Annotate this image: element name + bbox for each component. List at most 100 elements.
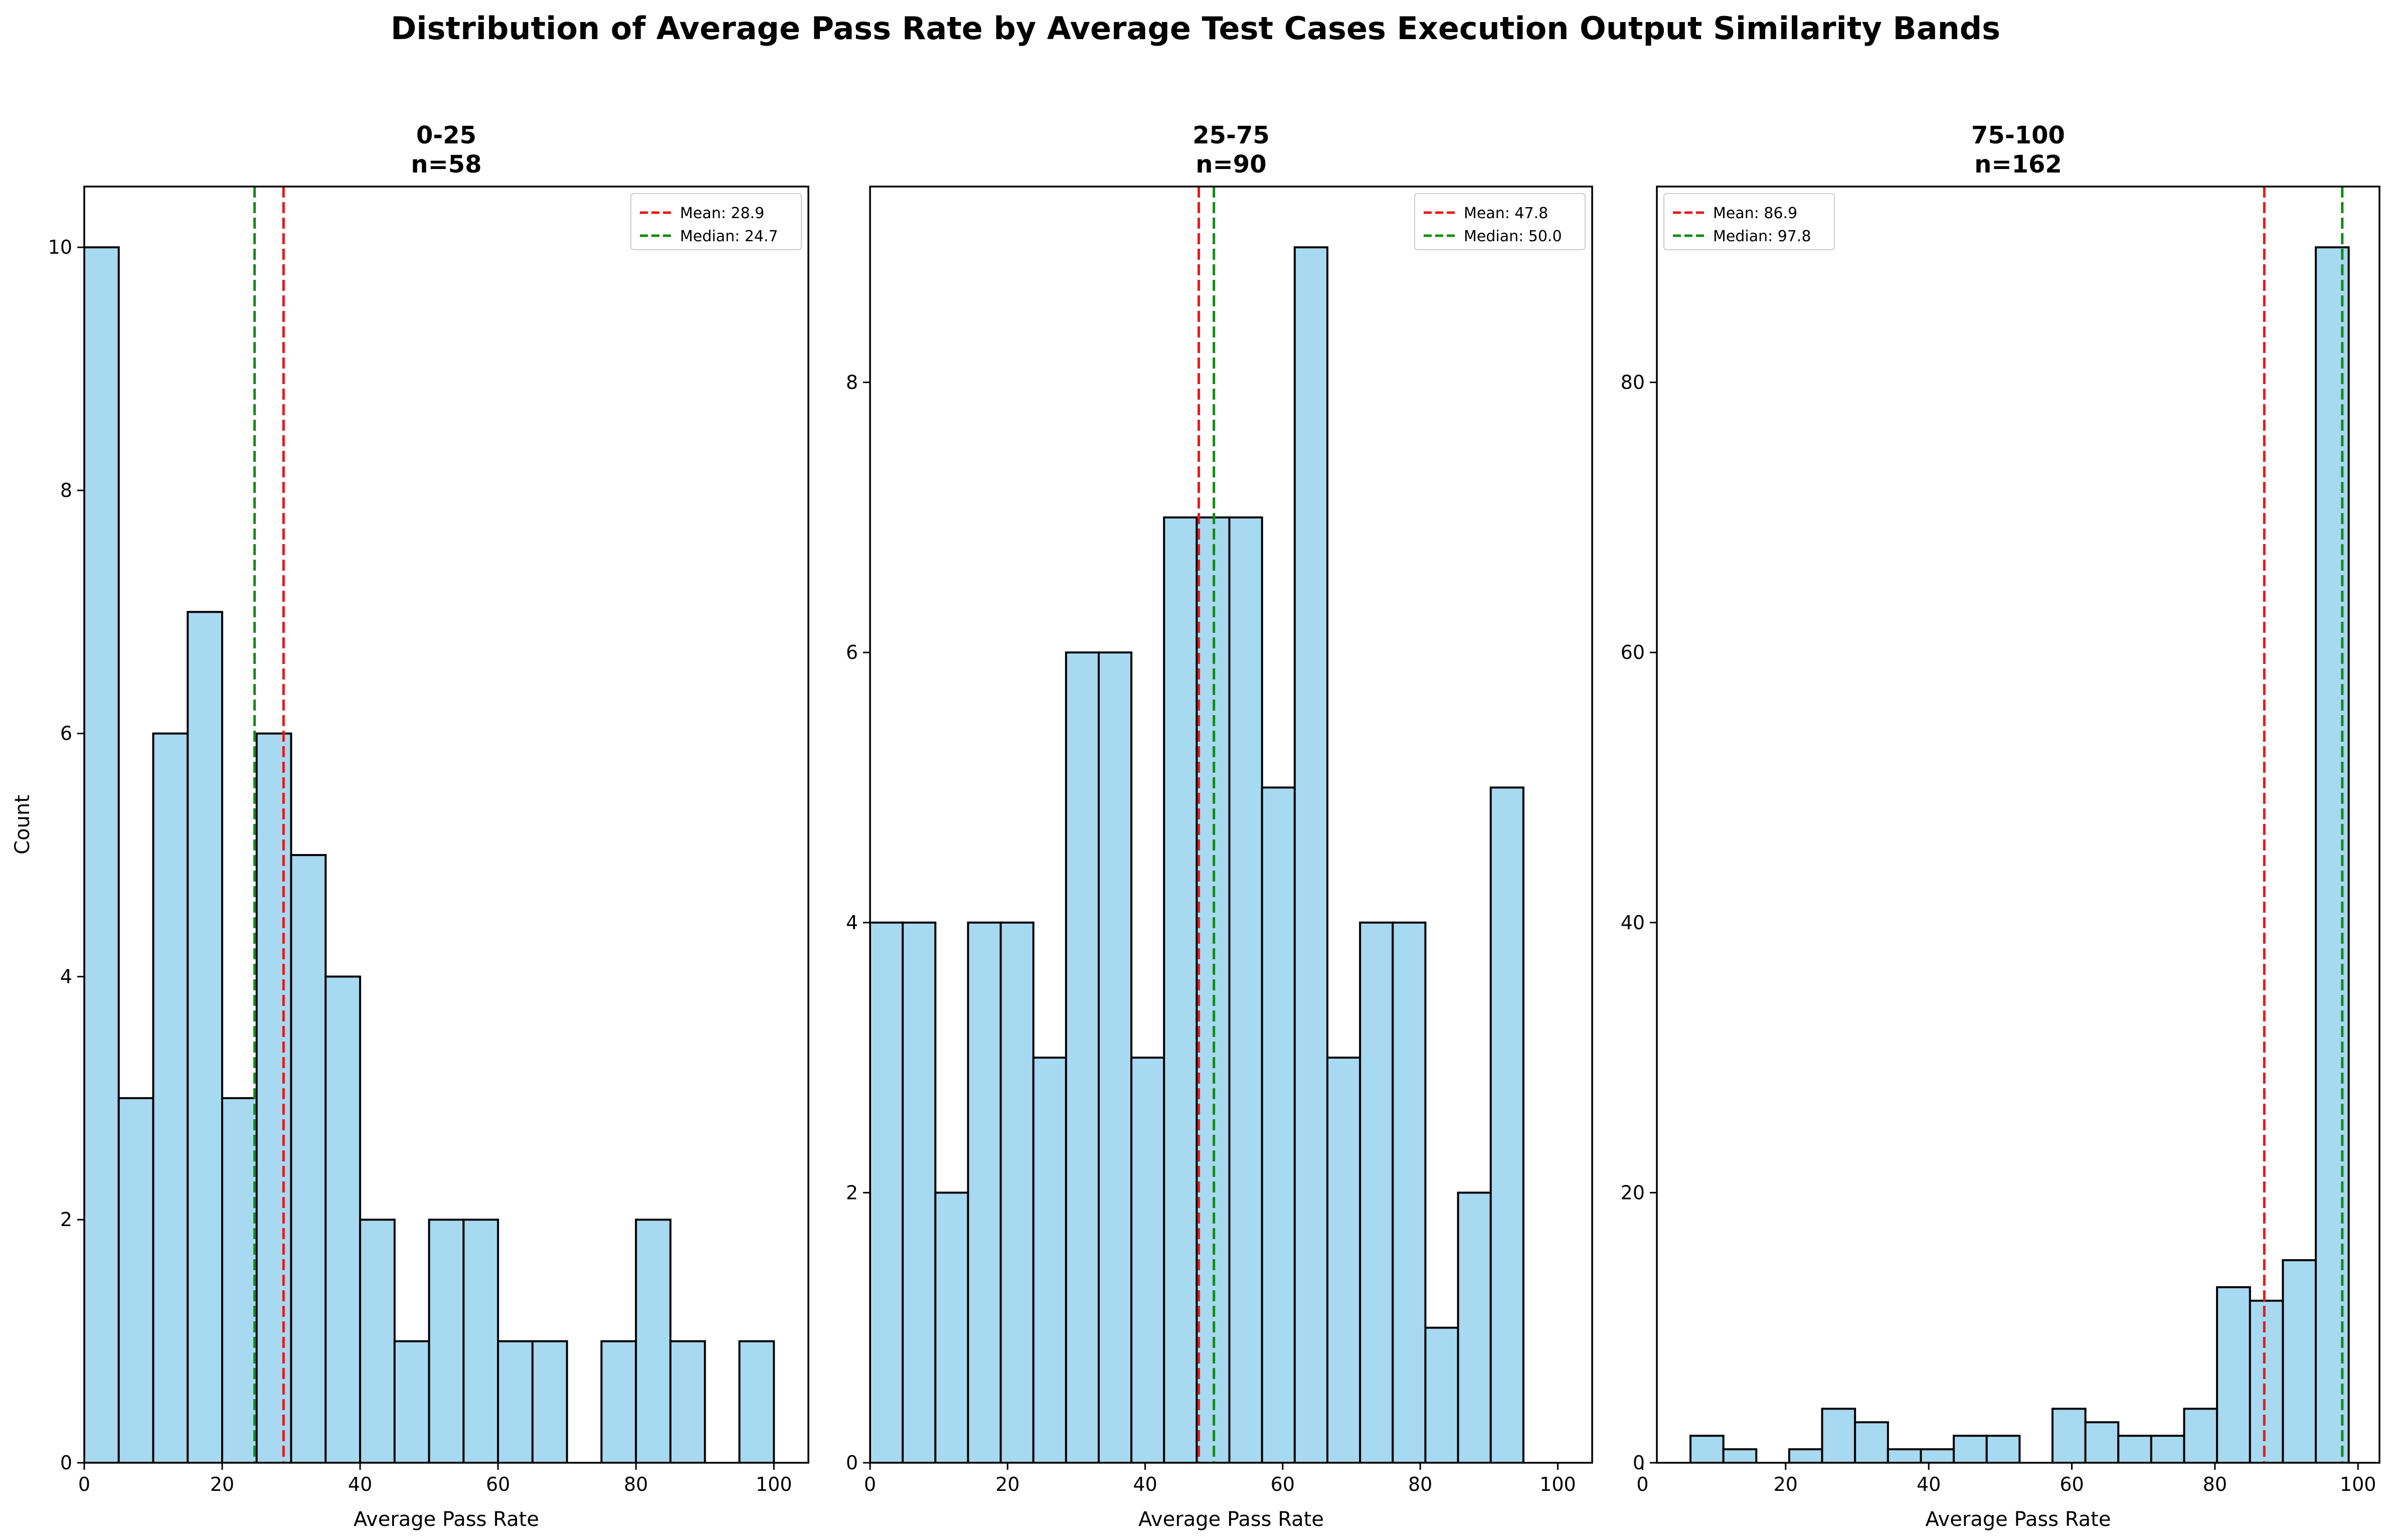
y-axis-label: Count: [11, 795, 34, 854]
histogram-bar: [1098, 651, 1133, 1463]
histogram-bar: [870, 921, 904, 1463]
x-tick-label: 40: [1917, 1473, 1941, 1495]
plot-area: [1689, 187, 2350, 1463]
x-tick-label: 0: [1636, 1473, 1648, 1495]
x-tick-label: 80: [1408, 1473, 1432, 1495]
histogram-bar: [2117, 1435, 2152, 1463]
histogram-bar: [1326, 1057, 1361, 1463]
panel-title: 25-75: [1192, 121, 1270, 149]
histogram-bar: [117, 1097, 154, 1463]
histogram-bar: [635, 1219, 671, 1463]
histogram-bar: [934, 1191, 969, 1463]
histogram-bar: [428, 1219, 465, 1463]
legend-mean-label: Mean: 86.9: [1713, 205, 1797, 222]
x-tick-label: 100: [1540, 1473, 1576, 1495]
histogram-bar: [497, 1340, 534, 1463]
y-tick-label: 0: [60, 1452, 72, 1474]
histogram-bar: [2183, 1408, 2218, 1463]
histogram-bar: [600, 1340, 637, 1463]
histogram-bar: [290, 854, 327, 1463]
y-tick-label: 0: [1633, 1452, 1645, 1474]
x-tick-label: 40: [348, 1473, 372, 1495]
histogram-bar: [1953, 1435, 1988, 1463]
histogram-bar: [2282, 1259, 2317, 1463]
histogram-bar: [2051, 1408, 2087, 1463]
histogram-bar: [1065, 651, 1100, 1463]
x-tick-label: 20: [210, 1473, 234, 1495]
y-tick-label: 0: [846, 1452, 858, 1474]
legend-median-label: Median: 97.8: [1713, 228, 1811, 245]
histogram-bar: [1887, 1448, 1922, 1463]
histogram-bar: [1788, 1448, 1823, 1463]
panel-0: 0 20 40 60 80 100 0 2 4 6 8 10 0-25n=58 Average Pass …: [11, 121, 809, 1531]
histogram-bar: [1228, 516, 1263, 1463]
histogram-bar: [1359, 921, 1394, 1463]
legend-median-label: Median: 50.0: [1464, 228, 1562, 245]
histogram-bar: [2216, 1286, 2251, 1463]
histogram-bar: [221, 1097, 258, 1463]
legend-box: [1414, 193, 1586, 250]
histogram-bar: [902, 921, 937, 1463]
y-tick-label: 10: [48, 236, 72, 258]
histogram-bar: [1920, 1448, 1955, 1463]
histogram-bar: [1821, 1408, 1856, 1463]
histogram-bar: [1489, 786, 1524, 1463]
x-tick-label: 60: [1271, 1473, 1295, 1495]
histogram-bar: [2150, 1435, 2185, 1463]
legend-box: [1663, 193, 1835, 250]
x-tick-label: 80: [2203, 1473, 2227, 1495]
x-tick-label: 60: [486, 1473, 510, 1495]
histogram-bar: [738, 1340, 775, 1463]
plot-area: [84, 187, 775, 1463]
histogram-bar: [1722, 1448, 1758, 1463]
panel-subtitle: n=58: [411, 150, 481, 179]
legend-median-label: Median: 24.7: [680, 228, 778, 245]
y-tick-label: 2: [846, 1181, 858, 1204]
axes-frame: [83, 186, 809, 1464]
histogram-bar: [1854, 1421, 1889, 1463]
y-tick-label: 2: [60, 1209, 72, 1231]
histogram-bar: [2249, 1299, 2284, 1463]
legend-mean-label: Mean: 28.9: [680, 205, 764, 222]
histogram-bar: [324, 975, 362, 1463]
x-tick-label: 60: [2060, 1473, 2084, 1495]
histogram-bar: [669, 1340, 706, 1463]
histogram-bar: [1130, 1057, 1165, 1463]
histogram-bar: [2084, 1421, 2120, 1463]
panel-title: 75-100: [1971, 121, 2065, 149]
x-axis-label: Average Pass Rate: [1138, 1508, 1324, 1531]
y-tick-label: 8: [60, 479, 72, 501]
histogram-bar: [999, 921, 1035, 1463]
y-tick-label: 60: [1621, 641, 1645, 663]
histogram-bar: [1689, 1435, 1725, 1463]
histogram-bar: [1424, 1326, 1459, 1463]
panel-subtitle: n=90: [1196, 150, 1266, 179]
legend-box: [630, 193, 802, 250]
x-tick-label: 0: [78, 1473, 90, 1495]
histogram-bar: [1985, 1435, 2021, 1463]
y-tick-label: 8: [846, 372, 858, 394]
histogram-bar: [531, 1340, 568, 1463]
axes-frame: [1656, 186, 2380, 1464]
panel-title: 0-25: [416, 121, 476, 149]
histogram-bar: [84, 246, 120, 1463]
histogram-bar: [1261, 786, 1296, 1463]
plot-area: [870, 187, 1524, 1463]
y-tick-label: 6: [846, 641, 858, 663]
histogram-bar: [967, 921, 1002, 1463]
histogram-bar: [462, 1219, 499, 1463]
histogram-bar: [1457, 1191, 1492, 1463]
x-tick-label: 20: [1774, 1473, 1798, 1495]
x-tick-label: 0: [864, 1473, 876, 1495]
panel-1: 0 20 40 60 80 100 0 2 4 6 8 25-75n=90 Average Pass R…: [846, 121, 1593, 1531]
legend-mean-label: Mean: 47.8: [1464, 205, 1548, 222]
histogram-bar: [1392, 921, 1427, 1463]
x-tick-label: 100: [756, 1473, 792, 1495]
y-tick-label: 20: [1621, 1181, 1645, 1204]
histogram-bar: [255, 732, 292, 1463]
y-tick-label: 40: [1621, 912, 1645, 934]
histogram-bar: [1293, 246, 1329, 1463]
